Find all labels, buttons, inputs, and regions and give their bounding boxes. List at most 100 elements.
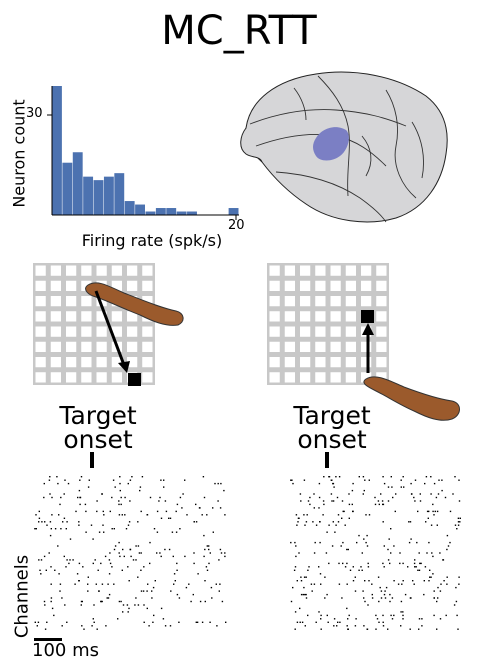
spike-mark <box>57 482 59 485</box>
spike-mark <box>364 479 366 481</box>
spike-mark <box>438 479 440 481</box>
spike-mark <box>91 625 93 627</box>
grid-cell <box>81 372 92 383</box>
spike-mark <box>418 628 420 630</box>
spike-mark <box>454 476 456 478</box>
spike-mark <box>305 597 308 599</box>
spike-mark <box>366 545 369 547</box>
spike-mark <box>362 476 365 478</box>
grid-cell <box>142 326 153 337</box>
spike-mark <box>118 500 120 502</box>
spike-mark <box>304 593 306 596</box>
spike-mark <box>458 583 460 585</box>
spike-mark <box>121 514 123 516</box>
spike-mark <box>193 521 195 523</box>
grid-cell <box>66 357 77 368</box>
grid-cell <box>50 280 61 291</box>
spike-mark <box>111 528 113 530</box>
spike-mark <box>127 482 129 485</box>
spike-mark <box>410 538 412 540</box>
spike-mark <box>425 476 428 478</box>
spike-mark <box>214 482 216 485</box>
spike-mark <box>314 541 316 544</box>
spike-mark <box>75 510 77 513</box>
spike-mark <box>360 566 362 568</box>
spike-mark <box>98 590 100 592</box>
spike-mark <box>121 569 123 571</box>
spike-mark <box>332 521 334 523</box>
grid-cell <box>361 265 372 276</box>
grid-cell <box>81 296 92 307</box>
spike-mark <box>400 625 402 627</box>
spike-mark <box>312 521 314 523</box>
spike-mark <box>178 597 181 599</box>
spike-mark <box>382 521 384 523</box>
grid-cell <box>284 311 295 322</box>
spike-mark <box>96 500 98 502</box>
spike-mark <box>153 528 156 530</box>
spike-mark <box>142 590 145 592</box>
spike-mark <box>53 614 55 617</box>
spike-mark <box>382 614 384 617</box>
spike-mark <box>384 590 386 592</box>
spike-mark <box>38 521 40 523</box>
spike-mark <box>122 611 124 613</box>
spike-mark <box>347 548 349 551</box>
spike-mark <box>296 621 299 623</box>
spike-mark <box>371 583 373 585</box>
spike-mark <box>206 514 208 516</box>
spike-mark <box>365 514 367 516</box>
spike-mark <box>414 500 416 502</box>
spike-mark <box>43 555 46 558</box>
spike-mark <box>111 496 113 499</box>
spike-mark <box>305 521 308 523</box>
spike-mark <box>302 593 304 596</box>
spike-mark <box>65 528 67 530</box>
spike-mark <box>366 628 368 630</box>
spike-mark <box>209 552 211 554</box>
spike-mark <box>146 607 148 610</box>
spike-mark <box>208 562 210 565</box>
spike-mark <box>341 500 344 502</box>
grid-cell <box>142 265 153 276</box>
target-onset-label-right: Target onset <box>293 401 371 454</box>
spike-mark <box>354 576 356 578</box>
spike-mark <box>137 521 139 523</box>
spike-mark <box>313 507 315 509</box>
spike-mark <box>151 590 153 592</box>
histogram-bar <box>228 208 239 215</box>
spike-mark <box>164 500 167 502</box>
grid-cell <box>330 311 341 322</box>
spike-mark <box>295 545 297 547</box>
spike-mark <box>211 597 213 599</box>
spike-mark <box>108 559 111 561</box>
spike-mark <box>176 503 179 506</box>
spike-mark <box>441 479 443 481</box>
spike-mark <box>92 618 94 620</box>
spike-mark <box>292 586 294 589</box>
grid-cell <box>96 311 107 322</box>
spike-mark <box>298 517 300 519</box>
spike-mark <box>354 625 357 627</box>
spike-mark <box>217 482 219 485</box>
histogram-bar <box>166 208 177 215</box>
spike-mark <box>67 482 70 485</box>
spike-mark <box>315 524 318 526</box>
spike-mark <box>387 486 390 488</box>
spike-mark <box>223 489 225 492</box>
spike-mark <box>402 580 404 582</box>
grid-cell <box>66 280 77 291</box>
grid-cell <box>127 265 138 276</box>
spike-mark <box>208 548 210 551</box>
spike-mark <box>419 500 422 502</box>
spike-mark <box>61 597 63 599</box>
spike-mark <box>100 600 102 603</box>
spike-mark <box>137 604 140 606</box>
grid-cell <box>35 372 46 383</box>
spike-mark <box>197 573 199 575</box>
spike-mark <box>176 569 178 571</box>
spike-mark <box>109 552 111 554</box>
spike-mark <box>135 597 137 599</box>
spike-mark <box>347 628 349 630</box>
spike-mark <box>404 593 407 596</box>
